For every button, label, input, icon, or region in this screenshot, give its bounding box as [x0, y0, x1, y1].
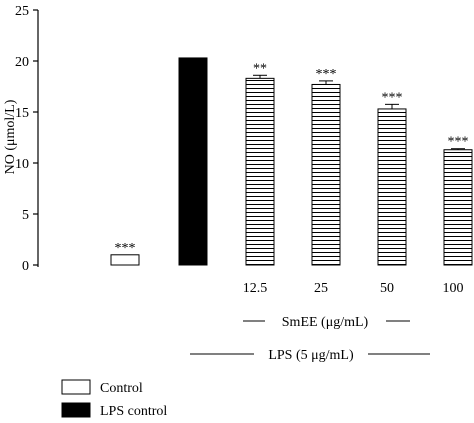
x-tick-label: 25 — [314, 281, 328, 296]
legend: Control LPS control — [61, 379, 167, 419]
y-axis-ticks: 0 5 10 15 20 25 — [15, 4, 38, 274]
significance-label: *** — [316, 67, 337, 82]
significance-labels: ***** ********* — [115, 61, 469, 256]
significance-label: ** — [253, 61, 267, 76]
x-tick-label: 12.5 — [243, 281, 268, 296]
x-tick-label: 100 — [443, 281, 464, 296]
significance-label: *** — [115, 241, 136, 256]
error-bars — [253, 74, 465, 150]
y-tick-label: 15 — [15, 106, 29, 121]
significance-label: *** — [382, 90, 403, 105]
y-tick-label: 5 — [22, 208, 29, 223]
smee-group-label: SmEE (μg/mL) — [282, 315, 369, 330]
bar-lps-control — [178, 57, 208, 266]
y-tick-label: 20 — [15, 55, 29, 70]
legend-swatch-lps-control — [61, 402, 91, 418]
bars — [110, 57, 473, 266]
y-tick-label: 10 — [15, 157, 29, 172]
bar-25 — [311, 83, 341, 266]
y-tick-label: 0 — [22, 259, 29, 274]
x-tick-labels: 12.5 25 50 100 — [243, 281, 464, 296]
bar-50 — [377, 108, 407, 266]
x-tick-label: 50 — [380, 281, 394, 296]
y-tick-label: 25 — [15, 4, 29, 19]
bar-12-5 — [245, 77, 275, 266]
legend-label-lps-control: LPS control — [100, 404, 167, 419]
legend-label-control: Control — [100, 381, 143, 396]
legend-swatch-control — [61, 379, 91, 395]
bar-100 — [443, 149, 473, 266]
significance-label: *** — [448, 135, 469, 150]
lps-group-label: LPS (5 μg/mL) — [268, 348, 354, 363]
bar-control — [110, 254, 140, 266]
y-axis-label: NO (μmol/L) — [3, 99, 18, 174]
